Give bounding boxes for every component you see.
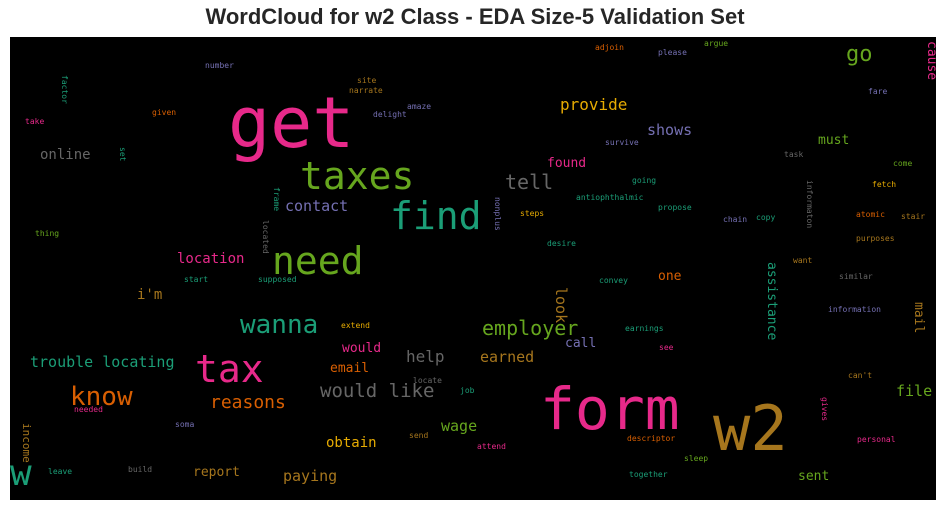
word-wage: wage [441,417,477,435]
word-tax: tax [195,347,264,391]
word-mail: mail [911,302,926,333]
word-file: file [896,382,932,400]
wordcloud-canvas: get form w2 taxes need find tax w wanna know go tel… [10,37,936,500]
word-task: task [784,150,803,159]
word-frame: frame [272,187,281,211]
word-sleep: sleep [684,454,708,463]
word-adjoin: adjoin [595,43,624,52]
word-know: know [70,382,133,412]
word-send: send [409,431,428,440]
word-w: w [10,453,32,494]
word-narrate: narrate [349,86,383,95]
word-found: found [547,156,586,171]
word-online: online [40,147,91,163]
word-needed: needed [74,405,103,414]
word-stair: stair [901,212,925,221]
word-wanna: wanna [240,310,318,340]
word-obtain: obtain [326,435,377,451]
word-leave: leave [48,467,72,476]
word-must: must [818,133,849,148]
wordcloud-svg: get form w2 taxes need find tax w wanna know go tel… [10,39,936,494]
word-look: look [552,287,570,323]
word-location: location [177,251,244,267]
word-trouble-locating: trouble locating [30,353,175,371]
word-antiophthalmic: antiophthalmic [576,193,644,202]
word-chain: chain [723,215,747,224]
word-sent: sent [798,469,829,484]
word-steps: steps [520,209,544,218]
word-tell: tell [505,170,553,194]
word-please: please [658,48,687,57]
word-argue: argue [704,39,728,48]
word-factor: factor [60,75,69,104]
word-come: come [893,159,912,168]
word-email: email [330,361,369,376]
word-find: find [390,194,482,238]
word-nonplus: nonplus [493,197,502,231]
word-together: together [629,470,668,479]
word-propose: propose [658,203,692,212]
word-desire: desire [547,239,576,248]
word-fetch: fetch [872,180,896,189]
word-gives: gives [820,397,829,421]
word-help: help [406,347,445,366]
word-provide: provide [560,95,627,114]
word-employer: employer [482,316,578,340]
word-survive: survive [605,138,639,147]
word-attend: attend [477,442,506,451]
word-call: call [565,336,596,351]
word-reasons: reasons [210,392,286,413]
word-personal: personal [857,435,896,444]
word-i-m: i'm [137,287,162,303]
word-atomic: atomic [856,210,885,219]
word-take: take [25,117,44,126]
word-taxes: taxes [300,154,414,198]
word-want: want [793,256,812,265]
word-purposes: purposes [856,234,895,243]
word-get: get [228,82,354,164]
word-located: located [261,220,270,254]
word-soma: soma [175,420,194,429]
word-cause: cause [924,41,936,80]
word-fare: fare [868,87,887,96]
chart-title: WordCloud for w2 Class - EDA Size-5 Vali… [205,4,745,29]
word-given: given [152,108,176,117]
word-can-t: can't [848,371,872,380]
word-copy: copy [756,213,775,222]
word-earned: earned [480,348,534,366]
word-locate: locate [413,376,442,385]
word-one: one [658,269,682,284]
word-w2: w2 [713,392,788,465]
word-income: income [20,423,33,463]
word-descriptor: descriptor [627,434,675,443]
word-number: number [205,61,234,70]
word-would-like: would like [320,380,434,402]
word-earnings: earnings [625,324,664,333]
word-see: see [659,343,674,352]
word-thing: thing [35,229,59,238]
word-extend: extend [341,321,370,330]
word-set: set [118,147,127,162]
word-site: site [357,76,376,85]
word-amaze: amaze [407,102,431,111]
word-assistance: assistance [764,262,779,340]
word-contact: contact [285,197,348,215]
word-information: information [828,305,881,314]
word-form: form [540,375,680,443]
word-build: build [128,465,152,474]
word-supposed: supposed [258,275,297,284]
word-going: going [632,176,656,185]
word-shows: shows [647,121,692,139]
word-convey: convey [599,276,628,285]
word-would: would [342,341,381,356]
word-go: go [846,42,873,67]
word-paying: paying [283,467,337,485]
word-informaton: informaton [805,180,814,228]
word-delight: delight [373,110,407,119]
word-report: report [193,465,240,480]
word-need: need [272,239,364,283]
word-job: job [460,386,475,395]
word-similar: similar [839,272,873,281]
word-start: start [184,275,208,284]
